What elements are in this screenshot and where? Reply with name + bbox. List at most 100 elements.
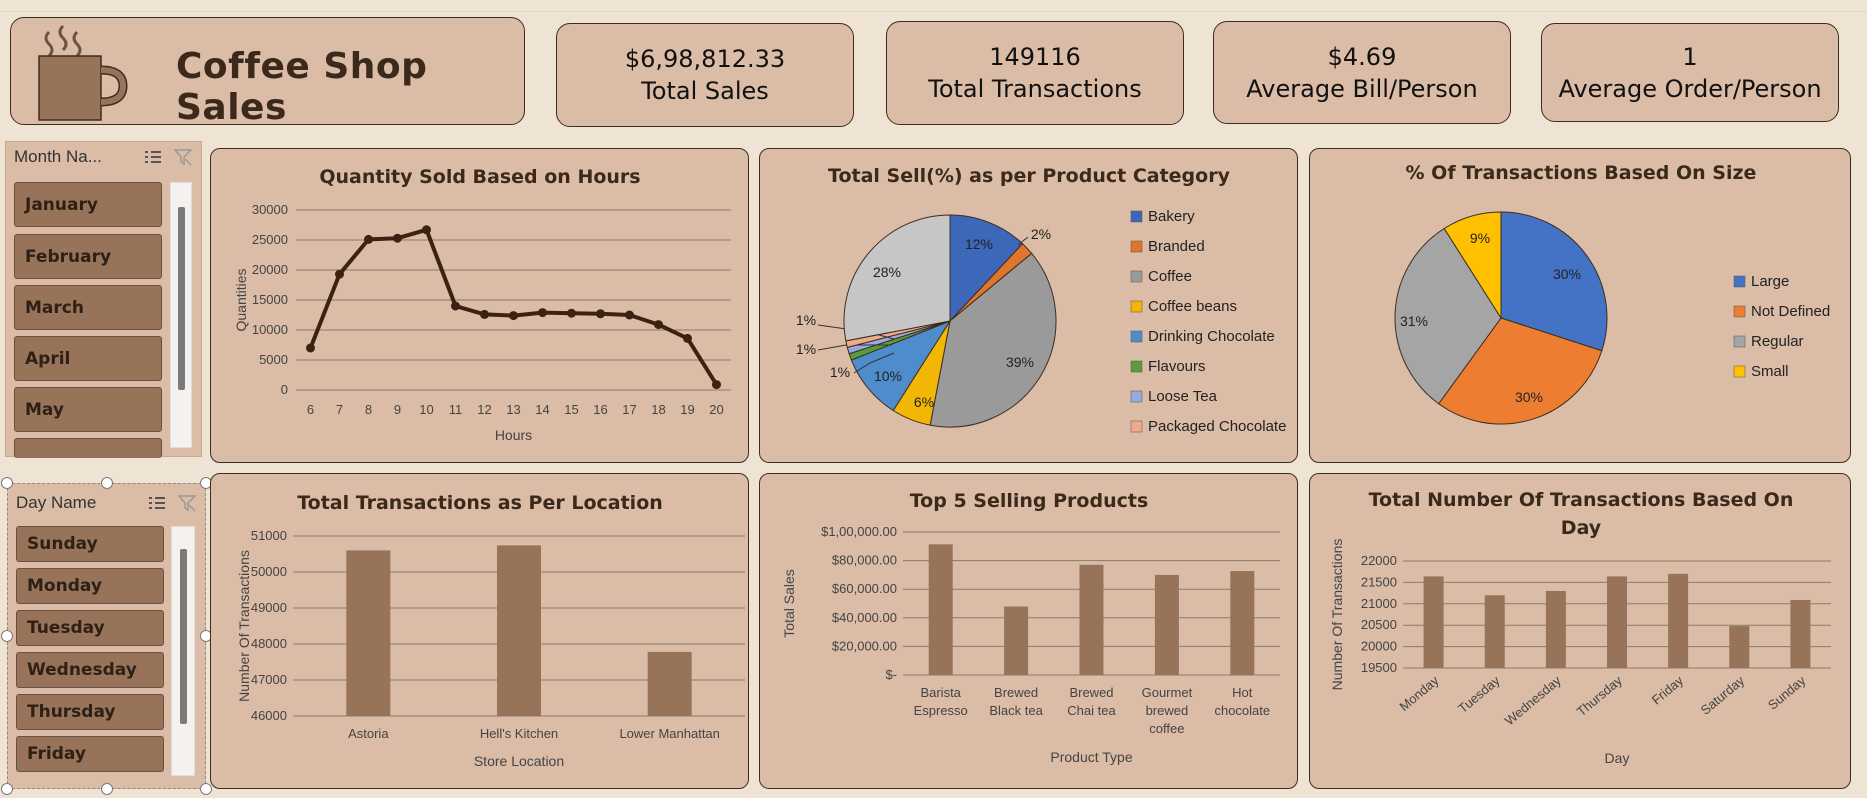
slicer-item-wednesday[interactable]: Wednesday [16,652,164,688]
x-tick-label: Thursday [1574,672,1626,719]
kpi-label: Average Bill/Person [1246,74,1478,103]
resize-handle[interactable] [1,630,13,642]
dashboard-title: Coffee Shop Sales [176,46,428,128]
leader-line [817,344,892,351]
day-slicer-scrollbar[interactable] [171,526,195,776]
pie-slice [1443,211,1502,320]
slicer-item-may[interactable]: May [14,387,162,432]
resize-handle[interactable] [101,783,113,795]
slicer-item-thursday[interactable]: Thursday [16,694,164,730]
legend-swatch [1130,330,1143,343]
y-tick-label: 20000 [1361,639,1397,654]
pie-slice [1394,227,1502,405]
slice-label: 6% [914,394,934,410]
bar [1545,590,1566,668]
y-tick-label: 21000 [1361,596,1397,611]
slice-label: 1% [830,364,850,380]
x-tick-label: 11 [449,402,463,417]
slicer-item-partial[interactable] [14,438,162,458]
slicer-item-monday[interactable]: Monday [16,568,164,604]
clear-filter-icon[interactable] [175,491,199,515]
chart-title: Total Transactions as Per Location [297,492,663,514]
x-axis-title: Hours [495,427,532,443]
location-chart-panel[interactable]: Total Transactions as Per Location 46000 4… [210,473,749,789]
kpi-value: 1 [1682,42,1698,71]
legend-swatch [1130,270,1143,283]
hours-chart-panel[interactable]: Quantity Sold Based on Hours 0 5000 10000 15… [210,148,749,463]
kpi-value: 149116 [989,43,1081,71]
bar [1423,576,1444,668]
multi-select-icon[interactable] [141,145,165,169]
multi-select-icon[interactable] [145,491,169,515]
bar [647,651,692,716]
day-slicer[interactable]: Day Name Sunday Monday Tuesday Wednesday… [7,483,206,789]
bar [1230,571,1255,675]
x-tick-label: Barista [920,685,961,700]
bar [497,545,541,716]
data-point [393,233,402,243]
y-tick-label: 30000 [252,202,288,217]
scrollbar-thumb[interactable] [178,207,185,390]
slice-label: 2% [1031,226,1051,242]
legend-label: Coffee beans [1148,298,1237,315]
data-point [596,309,605,319]
y-tick-label: 46000 [251,708,287,723]
y-tick-label: 51000 [251,528,287,543]
legend-swatch [1733,335,1746,348]
slicer-item-february[interactable]: February [14,234,162,279]
days-chart-panel[interactable]: Total Number Of Transactions Based On Day… [1309,473,1851,789]
y-tick-label: $- [885,667,897,682]
days-bar-chart: Total Number Of Transactions Based On Day… [1329,489,1831,766]
resize-handle[interactable] [1,783,13,795]
size-chart-panel[interactable]: % Of Transactions Based On Size 30% 30% 31%… [1309,148,1851,463]
products-chart-panel[interactable]: Top 5 Selling Products $- $20,000.00 $40,00… [759,473,1298,789]
resize-handle[interactable] [101,477,113,489]
slicer-item-january[interactable]: January [14,182,162,227]
slice-label: 30% [1515,389,1543,405]
data-point [306,343,315,353]
slicer-item-march[interactable]: March [14,285,162,330]
y-tick-label: $1,00,000.00 [821,524,897,539]
x-tick-label: coffee [1149,721,1184,736]
resize-handle[interactable] [1,477,13,489]
x-tick-label: 8 [365,402,372,417]
legend-label: Regular [1751,333,1804,350]
y-tick-label: $60,000.00 [832,581,897,596]
slice-label: 28% [873,264,901,280]
coffee-mug-icon [38,24,128,121]
slicer-item-friday[interactable]: Friday [16,736,164,772]
legend-swatch [1130,210,1143,223]
x-axis-title: Day [1605,750,1630,766]
category-chart-panel[interactable]: Total Sell(%) as per Product Category 12%… [759,148,1298,463]
leader-line [1017,236,1029,246]
data-point [364,234,373,244]
size-pie-chart: % Of Transactions Based On Size 30% 30% 31%… [1394,162,1830,425]
kpi-total-sales: $6,98,812.33 Total Sales [556,23,854,127]
slicer-item-april[interactable]: April [14,336,162,381]
month-slicer-scrollbar[interactable] [170,182,192,448]
slicer-item-sunday[interactable]: Sunday [16,526,164,562]
legend-label: Flavours [1148,358,1206,375]
clear-filter-icon[interactable] [171,145,195,169]
x-tick-label: 7 [336,402,343,417]
month-slicer[interactable]: Month Na... January February March April… [5,141,202,458]
x-axis-title: Product Type [1050,749,1132,765]
slicer-item-tuesday[interactable]: Tuesday [16,610,164,646]
x-tick-label: chocolate [1214,703,1270,718]
x-tick-label: 20 [709,402,723,417]
resize-handle[interactable] [200,783,212,795]
x-tick-label: 9 [394,402,401,417]
bar [1729,626,1750,668]
scrollbar-thumb[interactable] [180,549,187,724]
data-point [480,309,489,319]
y-tick-label: 21500 [1361,574,1397,589]
chart-title: Day [1561,517,1602,539]
legend-label: Coffee [1148,268,1192,285]
legend-swatch [1130,390,1143,403]
bar [1607,576,1627,668]
y-tick-label: 49000 [251,600,287,615]
x-tick-label: Hot [1232,685,1253,700]
legend-label: Branded [1148,238,1205,255]
legend-label: Small [1751,363,1789,380]
y-tick-label: $40,000.00 [832,610,897,625]
